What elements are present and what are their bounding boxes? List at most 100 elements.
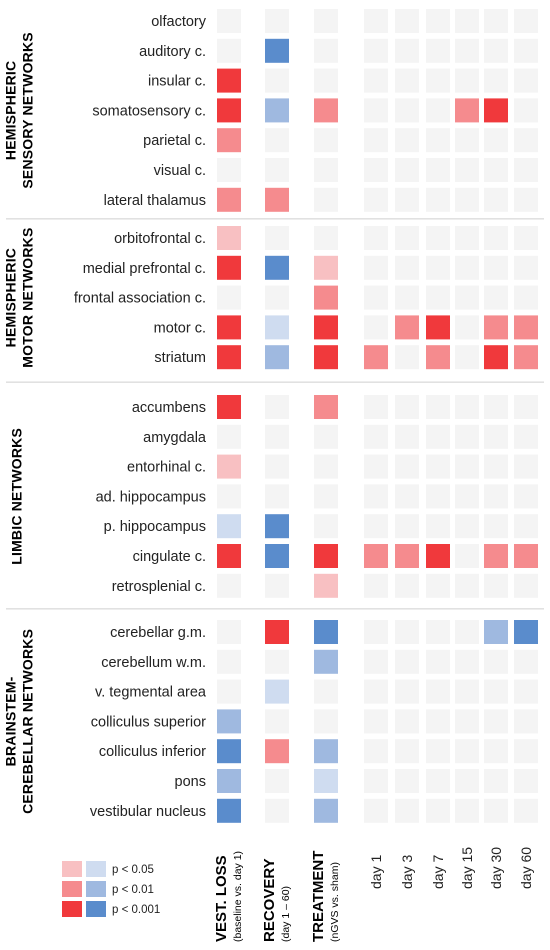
group-label: HEMISPHERIC: [3, 61, 19, 160]
heatmap-cell: [265, 709, 289, 734]
heatmap-cell: [395, 544, 419, 568]
heatmap-cell: [426, 285, 450, 310]
heatmap-cell: [426, 315, 450, 340]
row-label: amygdala: [143, 430, 207, 446]
heatmap-cell: [217, 38, 241, 63]
heatmap-cell: [395, 395, 419, 419]
heatmap-cell: [364, 769, 388, 793]
heatmap-cell: [484, 544, 508, 568]
heatmap-cell: [217, 484, 241, 509]
heatmap-cell: [455, 620, 479, 644]
heatmap-cell: [484, 769, 508, 793]
heatmap-cell: [484, 424, 508, 449]
column-label: RECOVERY: [261, 858, 278, 942]
heatmap-cell: [395, 98, 419, 123]
heatmap-cell: [265, 769, 289, 793]
heatmap-cell: [265, 9, 289, 33]
heatmap-cell: [455, 226, 479, 250]
heatmap-cell: [426, 514, 450, 539]
legend-swatch-positive: [62, 901, 82, 917]
heatmap-cell: [484, 68, 508, 93]
heatmap-cell: [514, 484, 538, 509]
heatmap-cell: [484, 798, 508, 823]
heatmap-cell: [364, 9, 388, 33]
heatmap-cell: [314, 544, 338, 568]
heatmap-cell: [514, 514, 538, 539]
heatmap-cell: [364, 573, 388, 598]
heatmap-cell: [364, 544, 388, 568]
heatmap-cell: [314, 315, 338, 340]
heatmap-cell: [364, 38, 388, 63]
heatmap-cell: [364, 424, 388, 449]
heatmap-cell: [395, 255, 419, 280]
heatmap-cell: [455, 739, 479, 764]
heatmap-cell: [364, 484, 388, 509]
heatmap-cell: [395, 226, 419, 250]
heatmap-cell: [426, 158, 450, 182]
heatmap-cell: [217, 679, 241, 704]
heatmap-cell: [395, 620, 419, 644]
row-label: v. tegmental area: [95, 685, 207, 701]
row-label: ad. hippocampus: [96, 489, 206, 505]
heatmap-cell: [364, 454, 388, 479]
heatmap-cell: [314, 68, 338, 93]
heatmap-cell: [364, 68, 388, 93]
heatmap-cell: [426, 573, 450, 598]
legend-label: p < 0.001: [112, 904, 160, 916]
heatmap-cell: [426, 98, 450, 123]
heatmap-cell: [217, 739, 241, 764]
heatmap-cell: [514, 769, 538, 793]
heatmap-cell: [265, 315, 289, 340]
heatmap-cell: [217, 98, 241, 123]
heatmap-cell: [426, 709, 450, 734]
heatmap-cell: [484, 9, 508, 33]
heatmap-cell: [484, 649, 508, 674]
heatmap-cell: [426, 255, 450, 280]
legend-swatch-positive: [62, 861, 82, 877]
heatmap-cell: [217, 187, 241, 212]
heatmap-cell: [455, 709, 479, 734]
heatmap-cell: [426, 9, 450, 33]
heatmap-cell: [265, 649, 289, 674]
heatmap-cell: [514, 226, 538, 250]
heatmap-cell: [265, 226, 289, 250]
row-label: entorhinal c.: [127, 460, 206, 476]
row-label: olfactory: [151, 14, 207, 30]
heatmap-cell: [455, 649, 479, 674]
heatmap-cell: [217, 9, 241, 33]
column-label: day 1: [368, 855, 384, 889]
heatmap-cell: [395, 38, 419, 63]
heatmap-cell: [484, 128, 508, 153]
heatmap-cell: [364, 709, 388, 734]
heatmap-cell: [514, 187, 538, 212]
heatmap-cell: [395, 649, 419, 674]
heatmap-cell: [426, 424, 450, 449]
legend-swatch-positive: [62, 881, 82, 897]
heatmap-cell: [484, 315, 508, 340]
heatmap-cell: [364, 285, 388, 310]
row-label: visual c.: [154, 163, 206, 179]
heatmap-cell: [514, 68, 538, 93]
column-label: day 7: [430, 855, 446, 889]
heatmap-cell: [514, 454, 538, 479]
heatmap-cell: [265, 187, 289, 212]
heatmap-cell: [455, 98, 479, 123]
heatmap-cell: [314, 255, 338, 280]
heatmap-cell: [426, 68, 450, 93]
heatmap-cell: [217, 573, 241, 598]
heatmap-cell: [314, 798, 338, 823]
column-label: VEST. LOSS: [213, 855, 230, 942]
heatmap-cell: [314, 345, 338, 370]
heatmap-cell: [426, 620, 450, 644]
heatmap-cell: [455, 315, 479, 340]
heatmap-cell: [455, 514, 479, 539]
row-label: frontal association c.: [74, 291, 206, 307]
heatmap-cell: [484, 158, 508, 182]
heatmap-cell: [484, 345, 508, 370]
heatmap-cell: [364, 187, 388, 212]
heatmap-cell: [484, 38, 508, 63]
heatmap-cell: [265, 514, 289, 539]
heatmap-cell: [265, 68, 289, 93]
heatmap-cell: [314, 709, 338, 734]
